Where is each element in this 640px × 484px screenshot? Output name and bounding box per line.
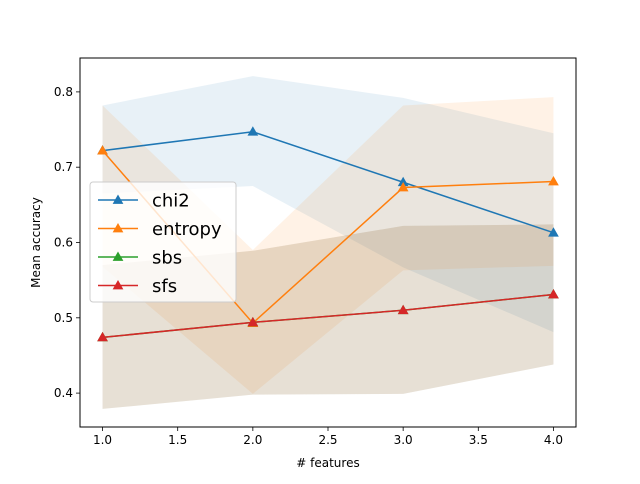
- y-tick-label: 0.8: [54, 85, 73, 99]
- x-tick-label: 2.5: [318, 433, 337, 447]
- marker-sfs-4: [548, 288, 559, 299]
- x-tick-label: 1.5: [168, 433, 187, 447]
- legend-marker-sbs: [112, 251, 124, 261]
- marker-sfs-1: [97, 331, 108, 342]
- legend-label-sfs: sfs: [152, 276, 177, 297]
- marker-sfs-3: [397, 304, 409, 315]
- line-chi2: [102, 131, 554, 234]
- y-tick-label: 0.6: [54, 236, 73, 250]
- legend-label-chi2: chi2: [152, 191, 190, 212]
- y-tick-label: 0.7: [54, 160, 73, 174]
- series-markers: [97, 126, 559, 342]
- marker-entropy-4: [548, 175, 559, 186]
- x-tick-label: 2.0: [243, 433, 262, 447]
- marker-entropy-3: [397, 182, 409, 192]
- y-axis-label: Mean accuracy: [29, 197, 43, 288]
- legend-marker-entropy: [112, 222, 124, 233]
- legend-label-sbs: sbs: [152, 248, 182, 269]
- y-axis-ticks: 0.4 0.5 0.6 0.7 0.8: [54, 85, 80, 400]
- legend-marker-sfs: [112, 279, 124, 290]
- x-tick-label: 3.5: [469, 433, 488, 447]
- marker-chi2-2: [247, 126, 259, 136]
- band-entropy: [102, 97, 554, 394]
- x-tick-label: 3.0: [394, 433, 413, 447]
- x-axis-ticks: 1.0 1.5 2.0 2.5 3.0 3.5 4.0: [93, 427, 563, 447]
- legend-marker-chi2: [112, 194, 124, 204]
- legend-frame: [89, 181, 237, 303]
- band-chi2: [102, 76, 554, 333]
- x-tick-label: 4.0: [544, 433, 563, 447]
- y-tick-label: 0.4: [54, 386, 73, 400]
- x-tick-label: 1.0: [93, 433, 112, 447]
- marker-entropy-1: [97, 145, 108, 155]
- y-tick-label: 0.5: [54, 311, 73, 325]
- x-axis-label: # features: [296, 456, 359, 470]
- marker-sfs-2: [247, 316, 259, 327]
- marker-chi2-4: [548, 227, 559, 237]
- legend: chi2 entropy sbs sfs: [89, 181, 237, 303]
- line-sfs: [102, 293, 554, 339]
- legend-label-entropy: entropy: [152, 219, 222, 240]
